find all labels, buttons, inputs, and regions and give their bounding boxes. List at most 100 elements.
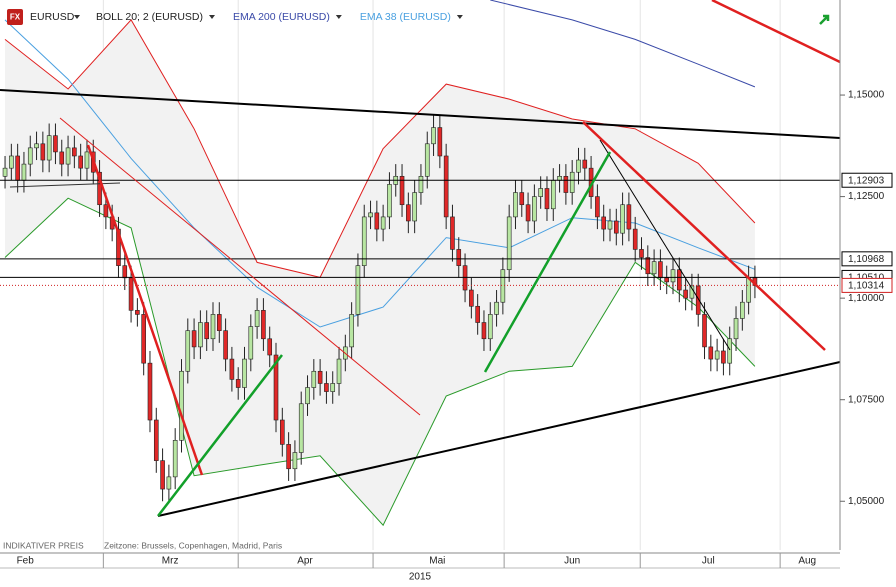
symbol: EURUSD xyxy=(30,11,75,23)
dropdown[interactable] xyxy=(456,15,463,19)
candle-body xyxy=(160,460,165,490)
candle-body xyxy=(2,167,8,177)
year-label: 2015 xyxy=(409,572,432,583)
price-label-box xyxy=(841,251,893,267)
price-label: 1,10968 xyxy=(848,254,885,265)
x-tick-label: Mai xyxy=(429,556,445,567)
trendline xyxy=(582,121,826,351)
candle-body xyxy=(53,135,58,153)
footer-note: Zeitzone: Brussels, Copenhagen, Madrid, … xyxy=(104,540,282,550)
candle-body xyxy=(65,147,71,165)
candle-body xyxy=(286,444,291,470)
legend-label: EMA 38 (EURUSD) xyxy=(360,11,451,23)
candle-body xyxy=(613,220,619,234)
candle-body xyxy=(72,147,77,157)
candle-body xyxy=(128,277,134,311)
trendline xyxy=(157,354,283,517)
candle-body xyxy=(450,216,455,250)
candle-body xyxy=(500,269,506,303)
candle-body xyxy=(538,188,543,197)
candle-body xyxy=(721,350,726,364)
y-tick-label: 1,05000 xyxy=(848,496,885,507)
price-label: 1,10314 xyxy=(848,281,885,292)
candle-body xyxy=(59,151,65,165)
price-label-box xyxy=(841,277,893,293)
candle-body xyxy=(658,261,663,279)
bollinger-lower xyxy=(4,197,756,527)
candle-body xyxy=(632,228,638,250)
candle-body xyxy=(298,403,304,453)
candle-body xyxy=(475,305,480,323)
y-tick-label: 1,07500 xyxy=(848,394,885,405)
candle-body xyxy=(336,358,342,384)
candle-body xyxy=(374,212,380,230)
icon-text: FX xyxy=(10,13,21,22)
candle-body xyxy=(469,289,474,307)
candle-body xyxy=(324,383,329,392)
trendline xyxy=(86,144,204,476)
candle-body xyxy=(368,212,373,218)
candle-body xyxy=(651,261,657,275)
candle-body xyxy=(204,322,209,340)
candle-body xyxy=(714,350,720,360)
candle-body xyxy=(620,204,625,234)
candle-body xyxy=(424,143,430,177)
candle-body xyxy=(280,419,285,445)
candle-body xyxy=(525,204,531,222)
price-label: 1,12903 xyxy=(848,175,885,186)
candle-body xyxy=(544,188,550,210)
candle-body xyxy=(103,204,109,218)
candle-body xyxy=(267,338,273,356)
candle-body xyxy=(437,127,443,157)
price-label-box xyxy=(841,172,893,188)
candle-body xyxy=(305,387,310,405)
candle-body xyxy=(601,216,606,230)
candle-body xyxy=(27,147,33,165)
candle-body xyxy=(399,175,405,206)
candle-body xyxy=(481,322,487,340)
candle-body xyxy=(15,155,20,181)
candle-body xyxy=(330,383,336,392)
candle-body xyxy=(626,204,632,230)
candle-body xyxy=(317,370,323,384)
candle-body xyxy=(406,204,411,222)
candle-body xyxy=(84,151,90,169)
candle-body xyxy=(677,269,682,291)
footer-note: INDIKATIVER PREIS xyxy=(3,540,84,550)
candle-body xyxy=(412,192,417,222)
candle-body xyxy=(292,452,298,470)
candle-body xyxy=(576,159,581,173)
candle-body xyxy=(229,358,235,380)
dropdown[interactable] xyxy=(74,15,80,19)
candle-body xyxy=(135,310,140,315)
candle-body xyxy=(78,155,83,169)
candle-body xyxy=(9,155,14,169)
candle-body xyxy=(273,354,279,421)
candle-body xyxy=(431,127,436,145)
candle-body xyxy=(550,180,556,210)
x-tick-label: Aug xyxy=(798,556,816,567)
candle-body xyxy=(639,249,644,258)
dropdown[interactable] xyxy=(335,15,342,19)
ema-line xyxy=(490,0,756,88)
candle-body xyxy=(563,175,569,193)
dropdown[interactable] xyxy=(208,15,215,19)
candle-body xyxy=(185,330,191,372)
trendline xyxy=(0,89,841,139)
candle-body xyxy=(595,196,600,218)
candle-body xyxy=(21,163,27,181)
candle-body xyxy=(683,289,688,299)
candle-body xyxy=(380,216,386,230)
candle-body xyxy=(153,419,159,461)
x-tick-label: Feb xyxy=(17,556,35,567)
candle-body xyxy=(519,192,525,206)
candle-body xyxy=(141,314,146,364)
candle-body xyxy=(191,330,197,348)
candle-body xyxy=(740,301,745,319)
candle-body xyxy=(645,257,651,275)
candle-body xyxy=(702,314,707,348)
candle-body xyxy=(695,285,701,315)
y-tick-label: 1,10000 xyxy=(848,293,885,304)
trendline xyxy=(59,117,421,416)
